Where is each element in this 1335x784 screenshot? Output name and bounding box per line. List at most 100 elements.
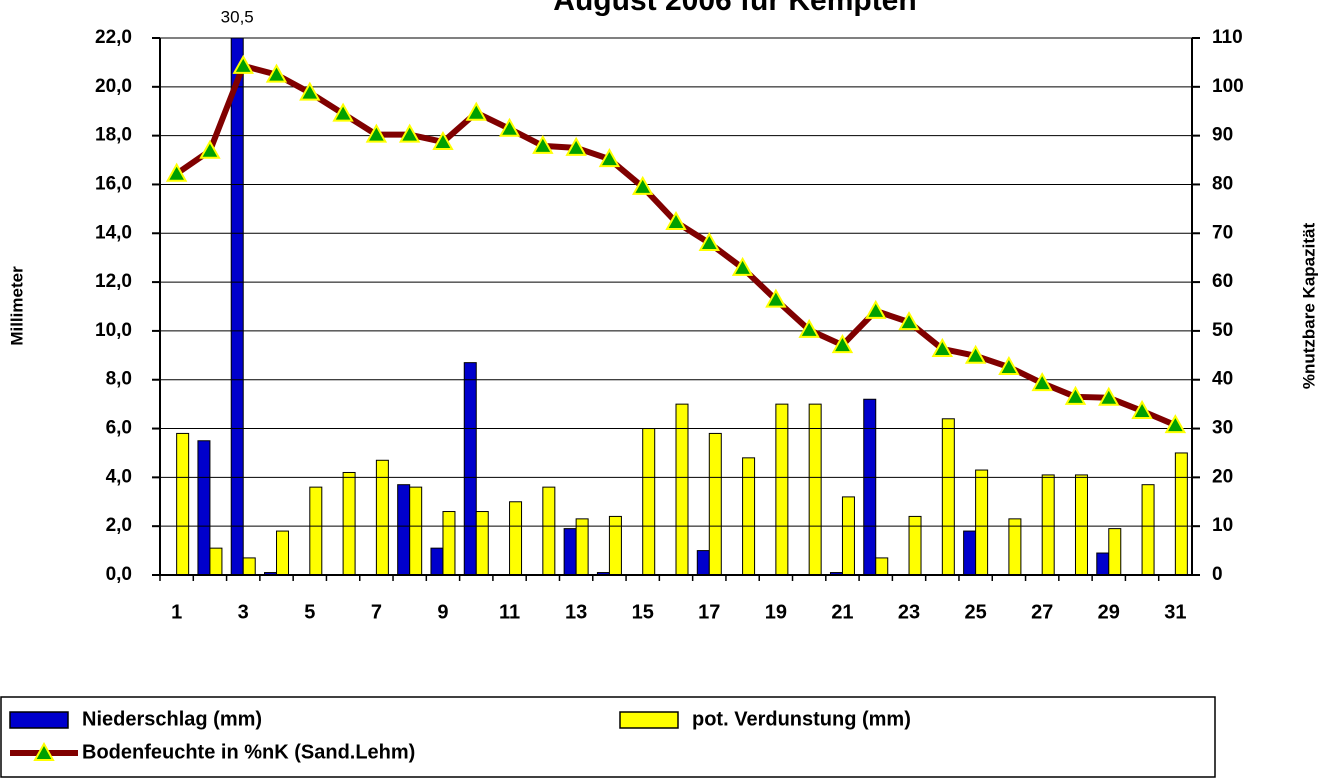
bar	[963, 530, 977, 576]
bar	[509, 501, 523, 576]
value-label: 30,5	[221, 7, 254, 26]
bar	[608, 515, 622, 576]
bar	[276, 530, 290, 576]
bar	[1174, 452, 1188, 576]
line-marker	[931, 337, 954, 357]
y-tick-label: 12,0	[95, 271, 132, 292]
y2-tick-label: 70	[1212, 222, 1233, 243]
bar	[209, 547, 223, 576]
bar	[1096, 552, 1110, 576]
bar	[176, 432, 190, 576]
line-marker	[365, 123, 388, 143]
x-tick-label: 1	[171, 601, 182, 623]
line-marker	[299, 81, 321, 101]
x-tick-label: 17	[698, 601, 720, 623]
line-marker	[532, 134, 554, 154]
bar	[542, 486, 556, 576]
bar	[1074, 474, 1088, 576]
line-marker	[432, 130, 454, 150]
y-tick-label: 6,0	[106, 418, 132, 439]
x-tick-label: 31	[1164, 601, 1186, 623]
bar	[696, 550, 710, 576]
bar	[442, 511, 456, 576]
bar	[775, 403, 789, 576]
bar	[409, 486, 423, 576]
bar	[563, 528, 577, 576]
line-marker	[831, 334, 854, 354]
legend-marker	[33, 741, 55, 761]
y-tick-label: 16,0	[95, 173, 132, 194]
bar	[463, 362, 477, 576]
bar	[675, 403, 689, 576]
line-marker	[199, 139, 221, 159]
line-marker	[1031, 372, 1053, 392]
line-marker	[1164, 414, 1187, 434]
line-marker	[665, 211, 687, 231]
chart-title: August 2006 für Kempten	[553, 0, 916, 17]
line-marker	[698, 231, 721, 252]
legend-label: Bodenfeuchte in %nK (Sand.Lehm)	[82, 741, 415, 763]
bar	[309, 486, 323, 576]
y2-axis-label: %nutzbare Kapazität	[1299, 223, 1318, 390]
y2-tick-label: 40	[1212, 369, 1233, 390]
bar	[1108, 528, 1122, 576]
y2-tick-label: 10	[1212, 515, 1233, 536]
line-marker	[765, 288, 787, 308]
legend-label: pot. Verdunstung (mm)	[692, 708, 911, 730]
x-tick-label: 13	[565, 601, 587, 623]
y2-tick-label: 0	[1212, 564, 1223, 585]
line-marker	[1098, 386, 1120, 406]
y-axis-label: Millimeter	[7, 266, 26, 346]
y2-tick-label: 30	[1212, 418, 1233, 439]
line-marker	[265, 63, 288, 83]
y-tick-label: 22,0	[95, 27, 132, 48]
y2-tick-label: 20	[1212, 466, 1233, 487]
y2-tick-label: 110	[1212, 27, 1243, 48]
y-tick-label: 2,0	[106, 515, 132, 536]
line-marker	[498, 117, 521, 137]
bar	[575, 518, 589, 576]
bar	[475, 511, 489, 576]
y2-tick-label: 80	[1212, 173, 1233, 194]
bar	[397, 484, 411, 576]
x-tick-label: 23	[898, 601, 920, 623]
line-marker	[598, 148, 621, 168]
line-marker	[964, 344, 987, 364]
bar	[1041, 474, 1055, 576]
bar	[975, 469, 989, 576]
bar	[197, 440, 211, 576]
line-marker	[165, 162, 188, 182]
bar	[941, 418, 955, 576]
bar	[242, 557, 256, 576]
legend-box	[0, 696, 1216, 778]
line-marker	[465, 101, 487, 121]
bar	[342, 471, 356, 576]
x-tick-label: 7	[371, 601, 382, 623]
bar	[808, 403, 822, 576]
y2-tick-label: 90	[1212, 125, 1233, 146]
x-tick-label: 15	[632, 601, 654, 623]
bar	[908, 515, 922, 576]
y-tick-label: 20,0	[95, 76, 132, 97]
legend-swatch	[9, 711, 69, 729]
x-tick-label: 3	[238, 601, 249, 623]
y-tick-label: 18,0	[95, 125, 132, 146]
line-marker	[998, 355, 1020, 376]
x-tick-label: 21	[831, 601, 853, 623]
bar	[1141, 484, 1155, 576]
line-series	[174, 62, 1177, 428]
bar	[742, 457, 756, 576]
bar	[841, 496, 855, 576]
bar	[875, 557, 889, 576]
x-tick-label: 19	[765, 601, 787, 623]
line-marker	[1064, 385, 1087, 405]
y2-tick-label: 50	[1212, 320, 1233, 341]
line-marker	[1131, 399, 1153, 419]
line-marker	[332, 102, 354, 122]
bar	[430, 547, 444, 576]
line-marker	[798, 318, 820, 338]
line-marker	[398, 123, 421, 143]
bar	[863, 398, 877, 576]
line-marker	[232, 54, 254, 74]
